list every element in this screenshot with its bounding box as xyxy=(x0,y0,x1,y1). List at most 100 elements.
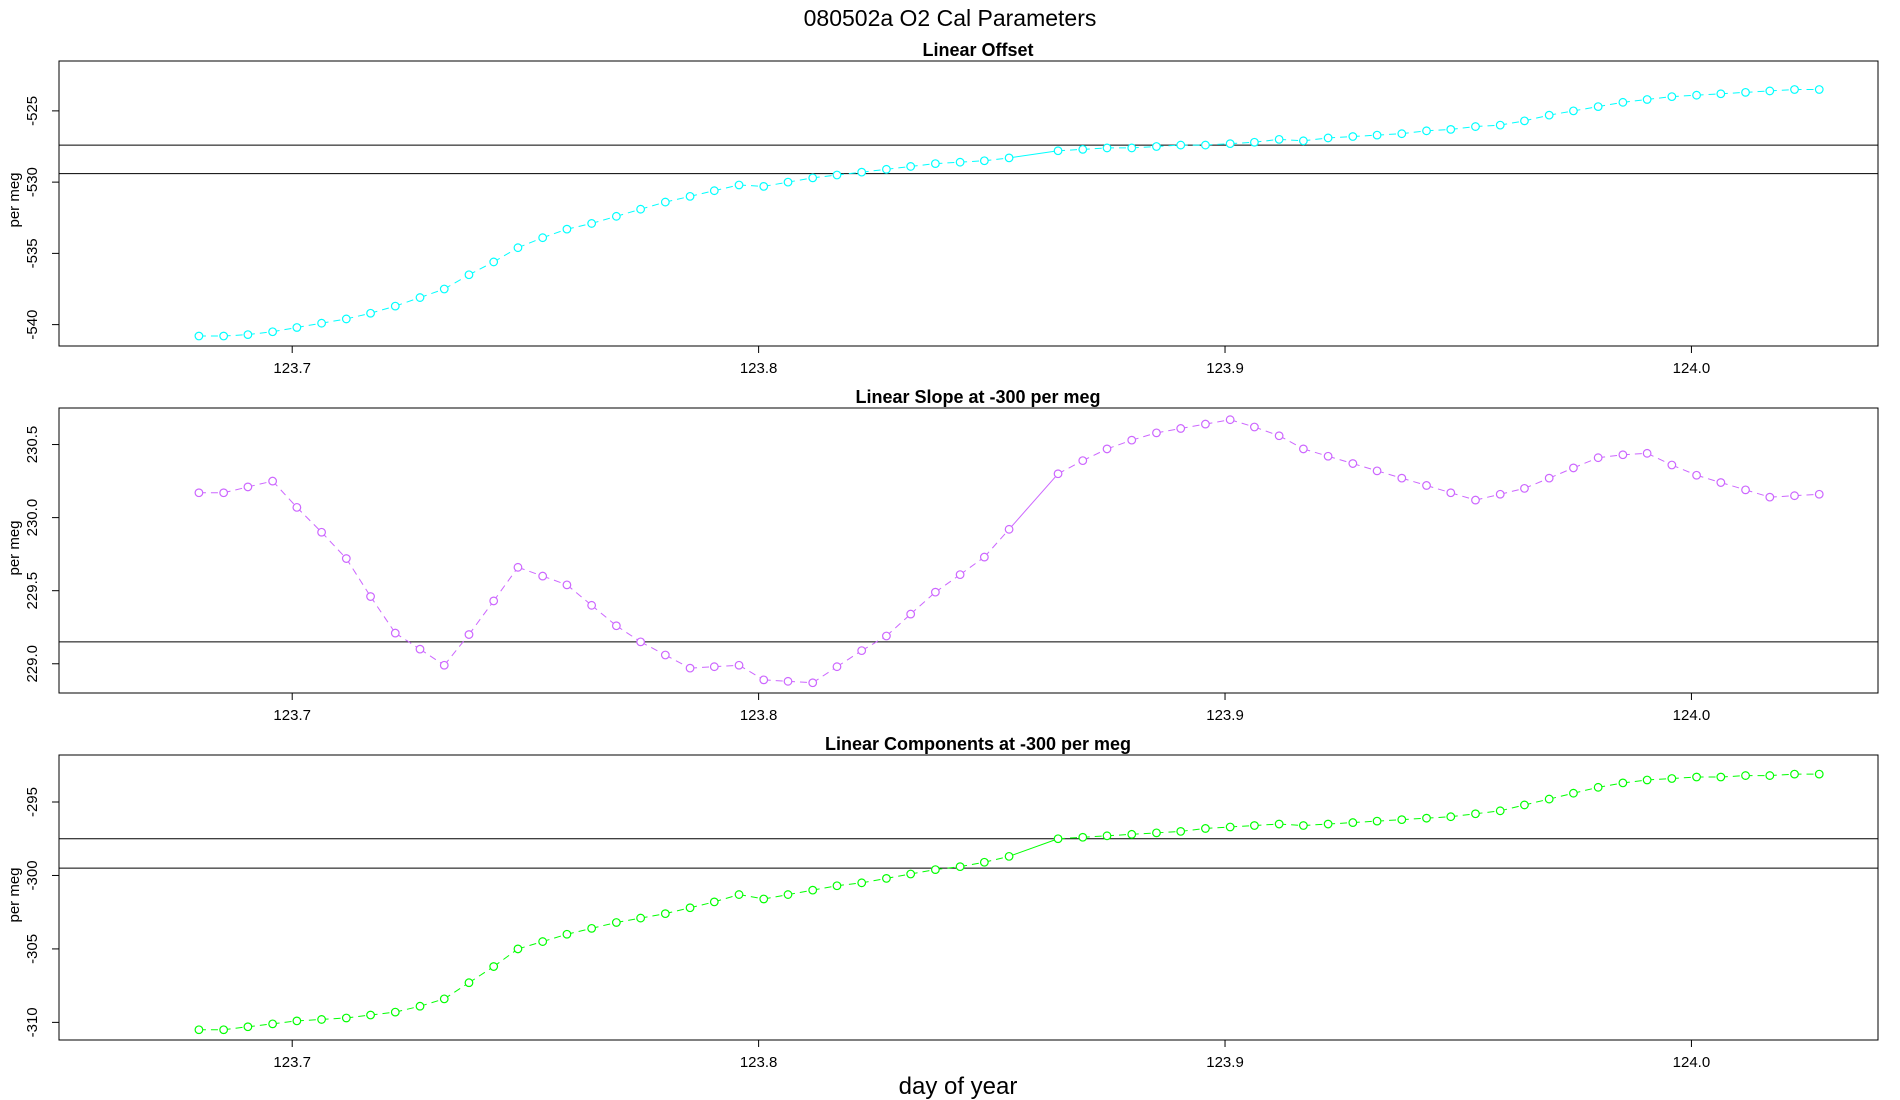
panel-linear-offset: Linear Offset per meg 123.7 123.8 123.9 124… xyxy=(6,40,1879,377)
panel-title: Linear Slope at -300 per meg xyxy=(855,387,1100,407)
y-tick-label: -310 xyxy=(24,1007,41,1037)
series xyxy=(194,415,1824,688)
data-point xyxy=(268,327,278,337)
data-point xyxy=(1667,774,1677,783)
data-point xyxy=(1495,489,1505,499)
data-point xyxy=(1790,85,1799,94)
panel-linear-components: Linear Components at -300 per meg per me… xyxy=(6,734,1879,1071)
data-point xyxy=(808,885,818,895)
data-point xyxy=(636,637,646,647)
series-segment xyxy=(1646,452,1673,466)
data-point xyxy=(1692,772,1701,782)
series-segment xyxy=(296,507,322,533)
data-point xyxy=(759,181,769,191)
series-segment xyxy=(395,632,421,650)
data-point xyxy=(783,676,793,686)
series-segment xyxy=(468,261,494,276)
y-tick-label: -300 xyxy=(24,860,41,890)
series-segment xyxy=(738,664,765,681)
series-segment xyxy=(443,982,470,1000)
x-tick-label: 123.7 xyxy=(273,360,311,377)
series-segment xyxy=(861,635,887,652)
data-point xyxy=(1741,485,1750,495)
series-segment xyxy=(1008,473,1059,530)
data-point xyxy=(1716,478,1726,487)
data-point xyxy=(955,157,965,167)
data-point xyxy=(882,631,891,641)
data-point xyxy=(636,204,646,214)
series-segment xyxy=(444,274,470,290)
data-point xyxy=(685,903,695,913)
y-tick-label: -295 xyxy=(24,787,41,817)
x-tick-label: 124.0 xyxy=(1673,707,1711,724)
y-tick-label: 230.0 xyxy=(24,499,41,537)
data-point xyxy=(759,894,769,904)
data-point xyxy=(464,630,474,639)
y-axis-label: per meg xyxy=(6,172,23,227)
data-point xyxy=(464,270,474,280)
data-point xyxy=(1250,821,1259,830)
data-point xyxy=(513,243,523,253)
data-point xyxy=(415,1001,425,1011)
data-point xyxy=(341,314,351,324)
axes: 123.7 123.8 123.9 124.0 -540 -535 -530 -525 xyxy=(24,96,1710,377)
data-point xyxy=(685,663,695,673)
data-point xyxy=(979,857,989,867)
data-point xyxy=(1544,794,1554,804)
data-point xyxy=(1593,102,1603,111)
x-tick-label: 123.7 xyxy=(273,1054,311,1071)
data-point xyxy=(1127,435,1137,445)
data-point xyxy=(415,644,425,654)
axes: 123.7 123.8 123.9 124.0 229.0 229.5 230.0 230.5 xyxy=(24,426,1710,724)
y-tick-label: 229.0 xyxy=(24,645,41,683)
data-point xyxy=(390,1007,400,1017)
data-point xyxy=(832,881,842,891)
series-segment xyxy=(493,567,519,602)
series-segment xyxy=(886,613,912,637)
y-axis-label: per meg xyxy=(6,520,23,575)
data-point xyxy=(979,552,989,562)
data-point xyxy=(1004,524,1014,534)
data-point xyxy=(1593,782,1603,792)
data-point xyxy=(979,156,989,166)
data-point xyxy=(1593,453,1603,463)
x-tick-label: 123.8 xyxy=(740,1054,778,1071)
data-point xyxy=(1765,771,1775,780)
series-segment xyxy=(1573,457,1599,469)
data-point xyxy=(1618,450,1628,460)
data-point xyxy=(243,1022,253,1032)
axes: 123.7 123.8 123.9 124.0 -310 -305 -300 -295 xyxy=(24,787,1710,1071)
data-point xyxy=(906,609,916,619)
data-point xyxy=(1446,488,1456,498)
data-point xyxy=(1814,85,1824,94)
data-point xyxy=(538,571,548,581)
data-point xyxy=(1225,415,1235,425)
data-point xyxy=(1348,459,1358,468)
data-point xyxy=(489,596,499,606)
data-point xyxy=(341,1013,351,1023)
data-point xyxy=(1667,92,1677,102)
data-point xyxy=(366,308,375,318)
series-segment xyxy=(1082,448,1108,462)
data-point xyxy=(1692,90,1701,100)
data-point xyxy=(219,488,229,498)
data-point xyxy=(1544,473,1554,483)
data-point xyxy=(832,170,842,180)
data-point xyxy=(1152,828,1161,838)
series-segment xyxy=(370,596,396,634)
data-point xyxy=(882,874,891,883)
data-point xyxy=(1127,829,1137,839)
y-tick-label: -535 xyxy=(24,238,41,268)
data-point xyxy=(1495,120,1505,130)
data-point xyxy=(1372,466,1382,476)
data-point xyxy=(882,164,891,174)
data-point xyxy=(390,628,400,638)
reference-lines xyxy=(59,838,1878,869)
data-point xyxy=(709,897,719,907)
data-point xyxy=(1716,772,1726,782)
data-point xyxy=(1348,132,1358,141)
data-point xyxy=(1520,800,1529,810)
data-point xyxy=(562,224,572,234)
data-point xyxy=(1004,851,1014,861)
data-point xyxy=(292,1016,302,1026)
